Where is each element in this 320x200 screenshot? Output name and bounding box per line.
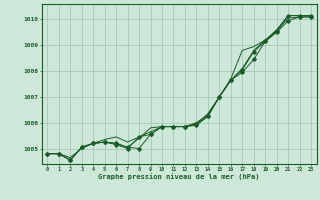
X-axis label: Graphe pression niveau de la mer (hPa): Graphe pression niveau de la mer (hPa) bbox=[99, 173, 260, 180]
